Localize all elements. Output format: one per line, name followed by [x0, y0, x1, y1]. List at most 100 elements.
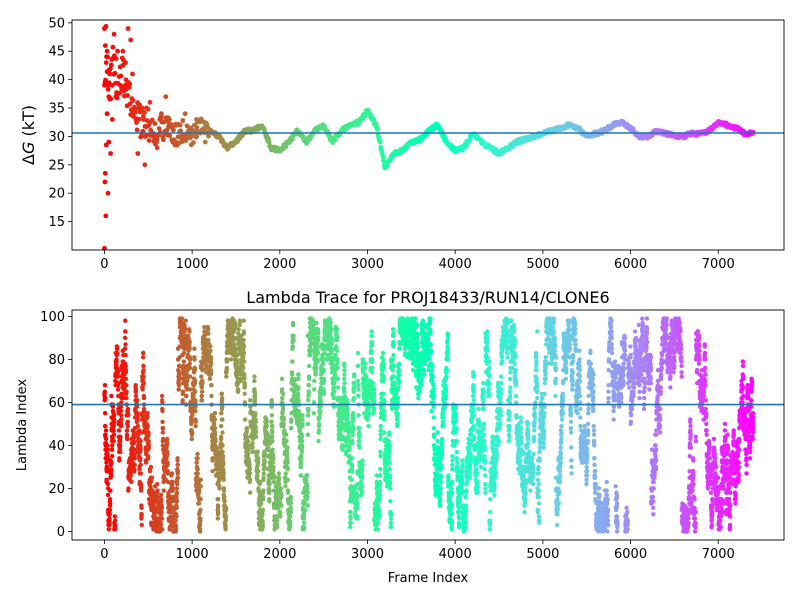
lambda-trace-point	[388, 512, 394, 517]
lambda-trace-point	[380, 350, 386, 356]
lambda-trace-point	[221, 488, 227, 493]
delta-g-point	[112, 70, 118, 76]
lambda-trace-point	[210, 456, 215, 461]
lambda-trace-point	[299, 434, 304, 439]
lambda-trace-point	[160, 419, 165, 424]
lambda-trace-point	[199, 393, 204, 399]
lambda-trace-point	[387, 430, 392, 435]
lambda-trace-point	[177, 376, 182, 381]
lambda-trace-point	[206, 331, 211, 336]
lambda-trace-point	[236, 331, 241, 336]
lambda-trace-point	[174, 486, 180, 491]
lambda-trace-point	[125, 406, 131, 412]
lambda-trace-point	[265, 445, 271, 450]
lambda-trace-point	[299, 454, 304, 459]
lambda-trace-point	[207, 376, 213, 381]
delta-g-axes-frame	[71, 19, 785, 251]
delta-g-point	[149, 117, 155, 123]
lambda-trace-point	[305, 413, 311, 418]
lambda-trace-point	[115, 370, 121, 375]
delta-g-point	[113, 56, 119, 61]
lambda-trace-point	[255, 473, 260, 478]
lambda-trace-point	[103, 428, 109, 433]
lambda-trace-point	[256, 460, 261, 465]
lambda-trace-point	[313, 372, 319, 377]
lambda-trace-point	[112, 417, 117, 422]
lambda-trace-point	[220, 454, 226, 459]
lambda-trace-axes: Lambda Trace for PROJ18433/RUN14/CLONE6 …	[15, 288, 785, 586]
lambda-trace-point	[417, 389, 422, 394]
lambda-trace-point	[133, 393, 139, 399]
lambda-trace-point	[261, 471, 266, 476]
lambda-trace-point	[301, 516, 306, 521]
lambda-trace-point	[159, 505, 164, 510]
lambda-trace-point	[174, 505, 179, 510]
lambda-trace-point	[221, 471, 226, 476]
lambda-trace-point	[250, 441, 255, 446]
lambda-trace-point	[308, 346, 313, 351]
lambda-trace-point	[158, 522, 164, 528]
lambda-trace-point	[305, 490, 310, 495]
delta-g-point	[105, 54, 110, 60]
delta-g-point	[139, 105, 145, 111]
lambda-trace-point	[391, 331, 396, 336]
lambda-trace-point	[198, 529, 203, 534]
lambda-trace-point	[223, 527, 228, 532]
delta-g-point	[102, 26, 107, 31]
lambda-trace-point	[382, 398, 387, 403]
lambda-trace-point	[118, 421, 124, 427]
lambda-trace-point	[139, 488, 144, 493]
lambda-trace-point	[291, 337, 296, 343]
lambda-trace-point	[296, 385, 301, 390]
lambda-trace-point	[392, 380, 397, 386]
lambda-trace-point	[395, 413, 400, 418]
lambda-trace-point	[278, 486, 284, 491]
lambda-trace-point	[300, 443, 305, 448]
delta-g-x-tick-label: 2000	[263, 257, 296, 272]
delta-g-y-tick-label: 25	[48, 158, 65, 173]
lambda-trace-point	[111, 438, 116, 444]
lambda-trace-point	[206, 327, 211, 332]
delta-g-point	[156, 126, 162, 131]
delta-g-point	[120, 48, 126, 54]
lambda-trace-point	[105, 492, 111, 498]
delta-g-point	[105, 86, 111, 92]
lambda-trace-point	[187, 357, 193, 362]
lambda-trace-point	[295, 391, 301, 396]
lambda-trace-point	[139, 522, 144, 528]
lambda-trace-point	[131, 430, 136, 435]
lambda-trace-point	[302, 524, 307, 530]
delta-g-point	[380, 153, 386, 159]
delta-g-point	[750, 129, 756, 135]
lambda-trace-point	[184, 383, 189, 388]
lambda-trace-point	[241, 350, 247, 356]
lambda-trace-point	[223, 514, 229, 519]
lambda-trace-point	[245, 438, 251, 444]
lambda-trace-point	[260, 512, 265, 517]
lambda-trace-point	[169, 471, 175, 476]
lambda-trace-point	[111, 423, 116, 429]
lambda-trace-point	[372, 391, 377, 396]
lambda-trace-point	[160, 426, 166, 431]
lambda-trace-point	[332, 389, 337, 394]
lambda-trace-point	[305, 432, 311, 437]
lambda-trace-point	[285, 466, 290, 472]
lambda-trace-point	[160, 408, 165, 414]
lambda-trace-point	[195, 451, 200, 457]
lambda-trace-point	[228, 357, 233, 362]
lambda-trace-point	[388, 516, 394, 521]
lambda-trace-point	[300, 413, 305, 418]
delta-g-point	[178, 134, 184, 139]
lambda-trace-point	[241, 331, 247, 336]
lambda-trace-point	[396, 378, 402, 384]
delta-g-point	[107, 66, 113, 72]
lambda-trace-point	[193, 398, 198, 403]
lambda-trace-point	[350, 415, 356, 420]
lambda-trace-point	[160, 430, 165, 435]
lambda-trace-point	[213, 438, 218, 444]
lambda-trace-point	[342, 361, 347, 366]
delta-g-point	[194, 117, 199, 122]
lambda-trace-point	[215, 516, 220, 521]
lambda-trace-point	[348, 509, 353, 515]
lambda-trace-point	[141, 380, 146, 386]
